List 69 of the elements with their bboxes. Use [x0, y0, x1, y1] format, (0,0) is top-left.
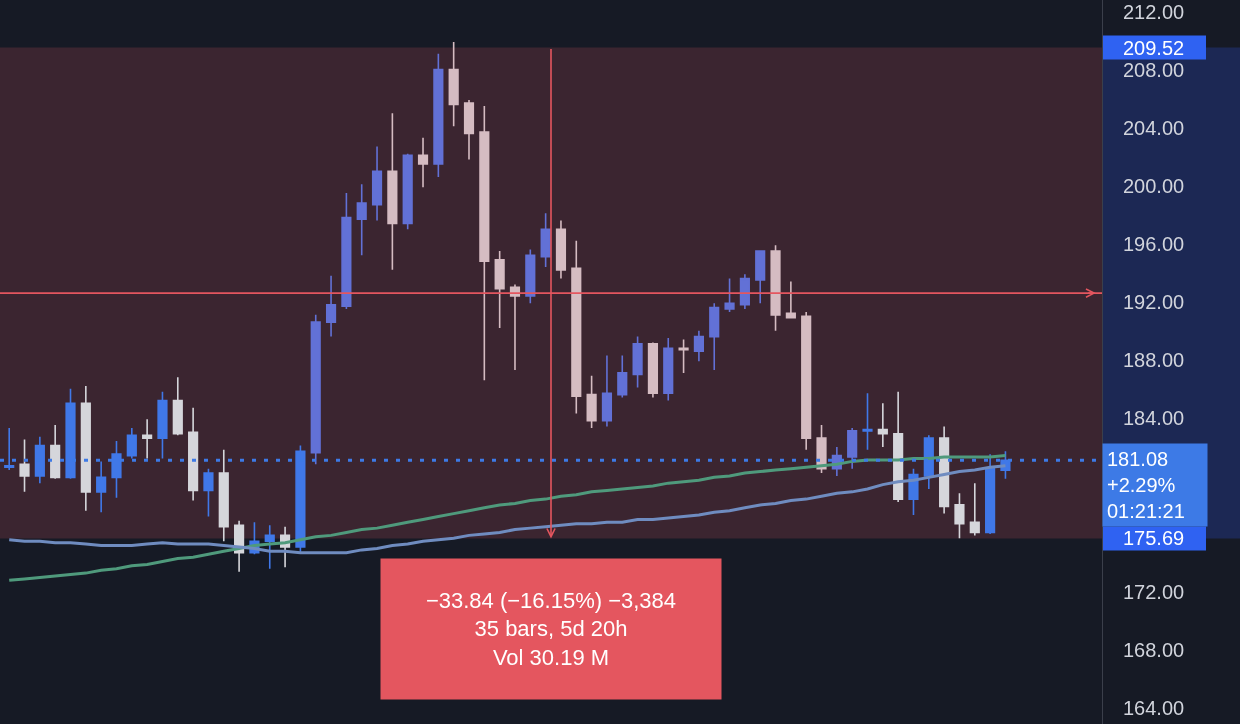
candlestick [19, 438, 30, 493]
candlestick [555, 219, 567, 280]
candlestick [755, 250, 766, 305]
candlestick [862, 392, 873, 451]
candlestick [494, 250, 505, 329]
candlestick [264, 524, 275, 570]
y-tick-label: 204.00 [1123, 116, 1185, 139]
candlestick [402, 153, 413, 231]
candlestick [709, 302, 720, 371]
candlestick [356, 183, 367, 257]
candlestick [387, 112, 398, 271]
candlestick [509, 283, 521, 371]
candlestick [371, 145, 383, 222]
candlestick [325, 274, 337, 338]
candlestick [601, 354, 613, 428]
candlestick [80, 385, 91, 512]
candlestick [4, 427, 15, 471]
candlestick [724, 277, 735, 313]
candlestick [908, 467, 919, 516]
candlestick [939, 425, 950, 515]
candlestick [632, 335, 643, 389]
candlestick [770, 244, 781, 332]
candlestick [433, 52, 444, 178]
candlestick [617, 354, 628, 399]
candlestick [479, 105, 490, 381]
candlestick [969, 482, 980, 537]
y-tick-label: 164.00 [1123, 697, 1185, 720]
line-series [7, 464, 1007, 555]
candlestick [341, 192, 352, 310]
ref-line-label: 181.08 +2.29% 01:21:21 [1107, 448, 1185, 522]
candlestick [188, 406, 199, 502]
candlestick [678, 338, 689, 374]
y-tick-label: 212.00 [1123, 0, 1185, 23]
candlestick [586, 374, 597, 429]
candlestick [172, 376, 183, 437]
candlestick [739, 273, 750, 310]
y-tick-label: 196.00 [1123, 232, 1185, 255]
candlestick [954, 492, 965, 540]
candlestick [417, 137, 429, 188]
candlestick [877, 402, 888, 448]
candlestick [571, 240, 582, 415]
candlestick [157, 390, 168, 460]
y-tick-label: 209.52 [1123, 36, 1185, 59]
candlestick [50, 424, 61, 480]
y-tick-label: 175.69 [1123, 527, 1185, 550]
candlestick [647, 341, 659, 399]
candlestick [785, 280, 796, 319]
y-tick-label: 188.00 [1123, 348, 1185, 371]
candlestick [525, 248, 536, 305]
candlestick [203, 467, 214, 518]
candlestick [463, 99, 475, 161]
candlestick [847, 427, 858, 470]
y-tick-label: 208.00 [1123, 58, 1185, 81]
y-tick-label: 168.00 [1123, 639, 1185, 661]
candlestick [693, 330, 704, 363]
candlestick [540, 212, 551, 268]
annotation: −33.84 (−16.15%) −3,384 35 bars, 5d 20h Vol 30.19 M [425, 587, 677, 671]
candlestick [663, 337, 674, 402]
candlestick [801, 311, 812, 451]
candlestick [142, 418, 153, 460]
y-tick-label: 172.00 [1123, 580, 1185, 603]
candlestick [310, 314, 321, 466]
candlestick [218, 448, 229, 542]
y-tick-label: 192.00 [1123, 290, 1185, 313]
line-series [7, 454, 1007, 582]
candlestick [893, 390, 904, 503]
candlestick [448, 41, 459, 128]
y-tick-label: 200.00 [1123, 174, 1185, 197]
y-tick-label: 184.00 [1123, 406, 1185, 429]
